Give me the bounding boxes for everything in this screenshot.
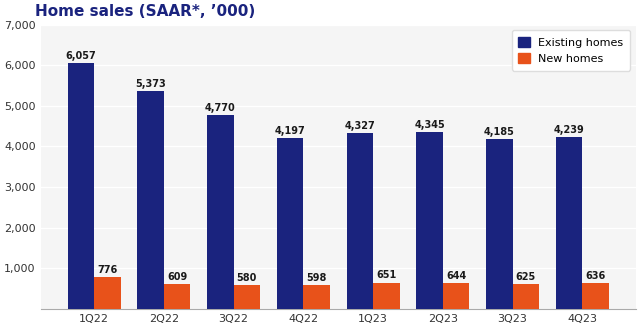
Text: 4,185: 4,185 <box>484 127 515 137</box>
Bar <box>582 283 609 309</box>
Text: 625: 625 <box>516 272 536 281</box>
Text: Home sales (SAAR*, ’000): Home sales (SAAR*, ’000) <box>35 4 255 19</box>
Bar <box>138 91 164 309</box>
Bar <box>443 283 469 309</box>
Bar <box>207 115 234 309</box>
Text: 644: 644 <box>446 271 466 281</box>
Bar <box>164 284 191 309</box>
Text: 651: 651 <box>376 271 396 280</box>
Text: 5,373: 5,373 <box>135 79 166 89</box>
Text: 4,770: 4,770 <box>205 103 236 113</box>
Bar <box>94 277 121 309</box>
Bar <box>373 282 399 309</box>
Text: 6,057: 6,057 <box>65 51 97 61</box>
Text: 4,197: 4,197 <box>275 126 305 136</box>
Bar <box>68 63 94 309</box>
Text: 4,327: 4,327 <box>344 121 375 131</box>
Bar <box>513 284 539 309</box>
Bar <box>417 133 443 309</box>
Text: 636: 636 <box>586 271 605 281</box>
Text: 598: 598 <box>307 273 327 283</box>
Legend: Existing homes, New homes: Existing homes, New homes <box>512 30 630 71</box>
Bar <box>486 139 513 309</box>
Text: 4,345: 4,345 <box>414 120 445 130</box>
Text: 776: 776 <box>97 265 118 276</box>
Text: 609: 609 <box>167 272 188 282</box>
Bar <box>234 285 260 309</box>
Bar <box>303 285 330 309</box>
Text: 4,239: 4,239 <box>554 125 584 135</box>
Text: 580: 580 <box>237 273 257 283</box>
Bar <box>556 137 582 309</box>
Bar <box>347 133 373 309</box>
Bar <box>277 138 303 309</box>
